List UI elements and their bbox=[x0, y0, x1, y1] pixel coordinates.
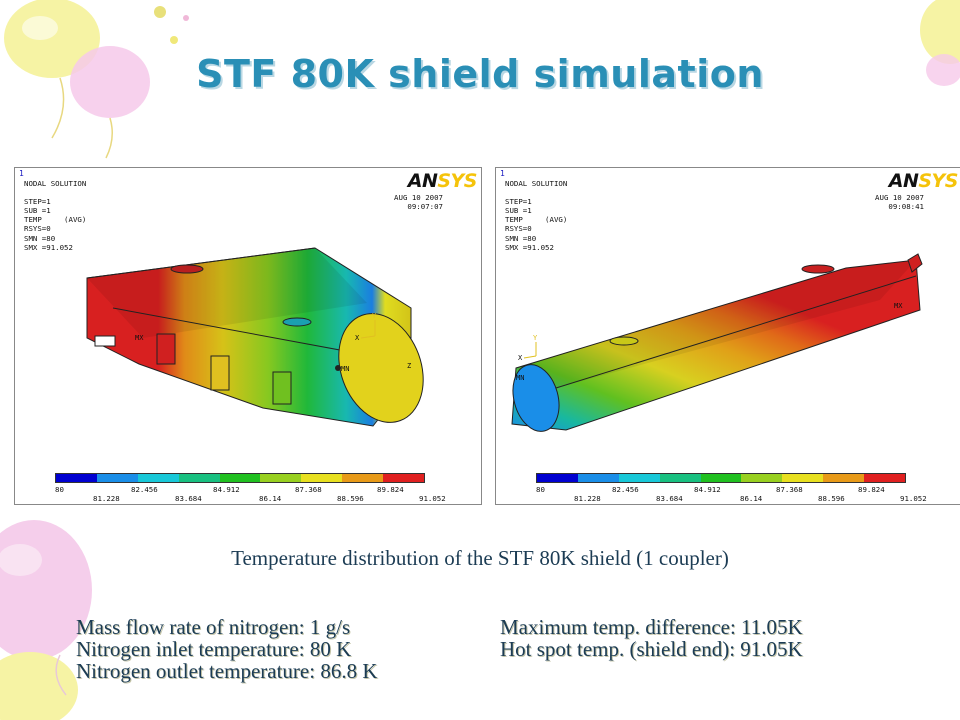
legend-swatch bbox=[137, 474, 179, 482]
outlet-temperature: Nitrogen outlet temperature: 86.8 K bbox=[76, 659, 378, 683]
simulation-panel-right: 1 NODAL SOLUTION STEP=1 SUB =1 TEMP (AVG) R… bbox=[495, 167, 960, 505]
legend-swatch bbox=[56, 474, 97, 482]
legend-swatch bbox=[383, 474, 425, 482]
mass-flow-rate: Mass flow rate of nitrogen: 1 g/s bbox=[76, 615, 351, 639]
legend-swatch bbox=[537, 474, 578, 482]
legend-ticks-bottom: 81.228 83.684 86.14 88.596 91.052 bbox=[574, 494, 927, 503]
svg-text:MN: MN bbox=[516, 374, 524, 382]
svg-text:Y: Y bbox=[533, 334, 538, 342]
nodal-solution-info: NODAL SOLUTION STEP=1 SUB =1 TEMP (AVG) RSY… bbox=[24, 179, 87, 252]
parameters-right: Maximum temp. difference: 11.05K Hot spo… bbox=[500, 616, 803, 660]
svg-text:MX: MX bbox=[135, 334, 144, 342]
panel-index: 1 bbox=[19, 169, 24, 178]
parameters-left: Mass flow rate of nitrogen: 1 g/s Nitrog… bbox=[76, 616, 378, 682]
svg-text:MN: MN bbox=[341, 365, 349, 373]
slide-title: STF 80K shield simulation bbox=[196, 52, 764, 96]
legend-swatch bbox=[741, 474, 783, 482]
color-scale-legend bbox=[55, 473, 425, 483]
hot-spot-temp: Hot spot temp. (shield end): 91.05K bbox=[500, 637, 803, 661]
svg-text:X: X bbox=[518, 354, 523, 362]
legend-swatch bbox=[823, 474, 865, 482]
legend-ticks-top: 80 82.456 84.912 87.368 89.824 bbox=[55, 485, 404, 494]
legend-ticks-top: 80 82.456 84.912 87.368 89.824 bbox=[536, 485, 885, 494]
legend-swatch bbox=[342, 474, 384, 482]
balloon-decoration-bottom-left bbox=[0, 520, 92, 720]
balloon-decoration-top-left bbox=[4, 0, 189, 159]
legend-swatch bbox=[219, 474, 261, 482]
legend-swatch bbox=[864, 474, 906, 482]
svg-text:Z: Z bbox=[407, 362, 411, 370]
legend-swatch bbox=[96, 474, 138, 482]
shield-model-render: MX MN Y X Z bbox=[86, 247, 424, 427]
svg-text:MX: MX bbox=[894, 302, 903, 310]
legend-swatch bbox=[782, 474, 824, 482]
legend-ticks-bottom: 81.228 83.684 86.14 88.596 91.052 bbox=[93, 494, 446, 503]
ansys-logo: ANSYS bbox=[407, 170, 478, 192]
svg-text:Y: Y bbox=[372, 312, 377, 320]
legend-swatch bbox=[260, 474, 302, 482]
legend-swatch bbox=[659, 474, 701, 482]
ansys-logo: ANSYS bbox=[888, 170, 959, 192]
timestamp: AUG 10 2007 09:08:41 bbox=[875, 193, 924, 212]
figure-caption: Temperature distribution of the STF 80K … bbox=[231, 546, 729, 570]
simulation-panel-left: 1 NODAL SOLUTION STEP=1 SUB =1 TEMP (AVG) R… bbox=[14, 167, 482, 505]
svg-text:X: X bbox=[355, 334, 360, 342]
legend-swatch bbox=[301, 474, 343, 482]
legend-swatch bbox=[618, 474, 660, 482]
inlet-temperature: Nitrogen inlet temperature: 80 K bbox=[76, 637, 352, 661]
color-scale-legend bbox=[536, 473, 906, 483]
legend-swatch bbox=[577, 474, 619, 482]
nodal-solution-info: NODAL SOLUTION STEP=1 SUB =1 TEMP (AVG) RSY… bbox=[505, 179, 568, 252]
max-temp-difference: Maximum temp. difference: 11.05K bbox=[500, 615, 803, 639]
timestamp: AUG 10 2007 09:07:07 bbox=[394, 193, 443, 212]
legend-swatch bbox=[700, 474, 742, 482]
panel-index: 1 bbox=[500, 169, 505, 178]
balloon-decoration-top-right bbox=[920, 0, 960, 86]
shield-model-render: Y X MN MX bbox=[511, 253, 923, 432]
legend-swatch bbox=[178, 474, 220, 482]
